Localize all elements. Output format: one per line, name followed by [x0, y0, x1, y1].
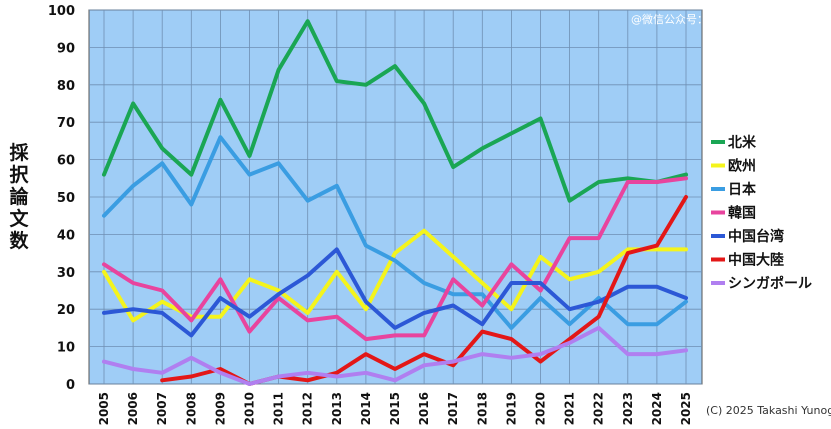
- x-tick-label: 2021: [563, 392, 577, 425]
- x-tick-label: 2017: [446, 392, 460, 425]
- y-tick-label: 40: [57, 228, 75, 243]
- watermark: @微信公众号：半导体产业纵横: [631, 12, 785, 26]
- x-tick-label: 2009: [213, 392, 227, 425]
- series-line: [102, 325, 688, 386]
- series-line: [102, 247, 688, 338]
- y-tick-label: 30: [57, 266, 75, 281]
- legend-label: 欧州: [728, 158, 756, 175]
- x-tick-label: 2012: [301, 392, 315, 425]
- y-axis-label: 採択論文数: [9, 142, 29, 252]
- y-axis: 0 10 20 30 40 50 60 70 80 90 100: [48, 4, 75, 393]
- legend-label: 北米: [728, 134, 757, 151]
- x-tick-label: 2023: [621, 392, 635, 425]
- legend-label: 中国台湾: [728, 228, 784, 245]
- x-tick-label: 2008: [184, 392, 198, 425]
- y-tick-label: 20: [57, 303, 75, 318]
- y-tick-label: 80: [57, 79, 75, 94]
- y-tick-label: 0: [66, 378, 75, 393]
- x-tick-label: 2006: [126, 392, 140, 425]
- copyright-note: (C) 2025 Takashi Yunogami: [706, 404, 831, 417]
- legend-label: 中国大陸: [728, 252, 784, 269]
- x-tick-label: 2011: [272, 392, 286, 425]
- y-tick-label: 100: [48, 4, 75, 19]
- x-tick-label: 2016: [417, 392, 431, 425]
- x-tick-label: 2005: [97, 392, 111, 425]
- x-tick-label: 2019: [504, 392, 518, 425]
- x-tick-label: 2013: [330, 392, 344, 425]
- x-tick-label: 2007: [155, 392, 169, 425]
- series-line: [102, 228, 688, 323]
- y-tick-label: 90: [57, 41, 75, 56]
- grid: [89, 9, 702, 385]
- series-line: [102, 19, 688, 203]
- legend-label: 韓国: [728, 205, 756, 222]
- legend-label: シンガポール: [728, 275, 812, 292]
- y-tick-label: 50: [57, 191, 75, 206]
- x-tick-label: 2020: [534, 392, 548, 425]
- y-tick-label: 70: [57, 116, 75, 131]
- series-line: [102, 135, 688, 330]
- legend-label: 日本: [728, 181, 757, 198]
- series-line: [102, 176, 688, 342]
- x-tick-label: 2025: [679, 392, 693, 425]
- x-tick-label: 2018: [475, 392, 489, 425]
- y-tick-label: 60: [57, 154, 75, 169]
- x-tick-label: 2010: [243, 392, 257, 425]
- x-axis: 2005 2006 2007 2008 2009 2010 2011 2012 2013 2014…: [97, 392, 693, 425]
- y-tick-label: 10: [57, 341, 75, 356]
- x-tick-label: 2015: [388, 392, 402, 425]
- x-tick-label: 2024: [650, 392, 664, 425]
- x-tick-label: 2014: [359, 392, 373, 425]
- series-lines: [102, 19, 688, 386]
- x-tick-label: 2022: [592, 392, 606, 425]
